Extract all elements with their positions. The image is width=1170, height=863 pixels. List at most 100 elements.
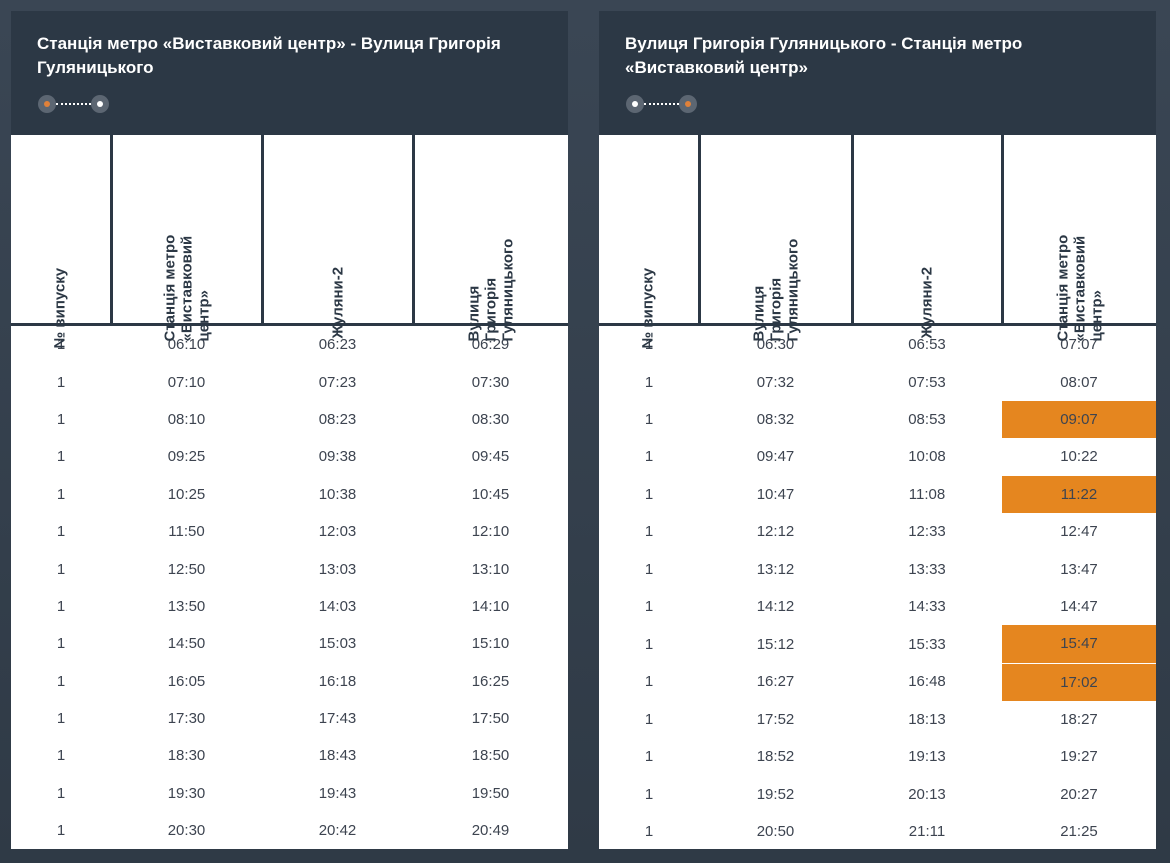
release-number-cell: 1 — [644, 336, 654, 354]
time-cell: 19:13 — [908, 748, 946, 766]
time-cell: 12:47 — [1060, 523, 1098, 541]
release-number-cell: 1 — [56, 597, 66, 615]
time-cell: 12:12 — [756, 523, 795, 541]
time-cell: 10:47 — [756, 485, 795, 503]
release-number-cell: 1 — [56, 485, 66, 503]
release-number-cell: 1 — [644, 673, 654, 691]
table-row: 1 15:12 15:33 15:47 — [599, 625, 1156, 664]
table-row: 1 18:52 19:13 19:27 — [599, 738, 1156, 775]
time-cell: 13:47 — [1060, 560, 1098, 578]
table-row: 1 17:52 18:13 18:27 — [599, 701, 1156, 738]
schedule-table: № випуску Станція метро «Виставковий цен… — [11, 135, 568, 849]
release-number-cell: 1 — [56, 560, 66, 578]
panel-header: Станція метро «Виставковий центр» - Вули… — [11, 11, 568, 135]
release-number-cell: 1 — [56, 784, 66, 802]
route-start-dot-icon — [626, 95, 644, 113]
time-cell: 15:10 — [471, 635, 510, 653]
time-cell: 11:08 — [908, 485, 946, 503]
time-cell: 18:50 — [471, 747, 510, 765]
schedule-panel-right: Вулиця Григорія Гуляницького - Станція м… — [599, 11, 1156, 849]
route-end-dot-icon — [91, 95, 109, 113]
table-row: 1 09:47 10:08 10:22 — [599, 438, 1156, 475]
time-cell: 15:47 — [1002, 625, 1156, 664]
time-cell: 20:49 — [471, 822, 510, 840]
release-number-cell: 1 — [56, 747, 66, 765]
column-header-stop: Станція метро «Виставковий центр» — [111, 135, 264, 342]
table-row: 1 11:50 12:03 12:10 — [11, 513, 568, 550]
time-cell: 19:30 — [167, 784, 206, 802]
release-number-cell: 1 — [56, 635, 66, 653]
time-cell: 07:23 — [318, 373, 357, 391]
route-direction-indicator — [626, 95, 701, 113]
release-number-cell: 1 — [56, 448, 66, 466]
time-cell: 14:03 — [318, 597, 357, 615]
time-cell: 14:10 — [471, 597, 510, 615]
time-cell: 15:33 — [908, 635, 946, 653]
time-cell: 17:43 — [318, 710, 357, 728]
time-cell: 09:47 — [756, 448, 795, 466]
release-number-cell: 1 — [644, 485, 654, 503]
time-cell: 20:13 — [908, 785, 946, 803]
time-cell: 09:25 — [167, 448, 206, 466]
time-cell: 13:12 — [756, 560, 795, 578]
table-row: 1 19:30 19:43 19:50 — [11, 775, 568, 812]
route-end-dot-icon — [679, 95, 697, 113]
release-number-cell: 1 — [644, 410, 654, 428]
time-cell: 06:53 — [908, 336, 946, 354]
route-title: Станція метро «Виставковий центр» - Вули… — [37, 34, 501, 77]
table-row: 1 20:50 21:11 21:25 — [599, 813, 1156, 850]
time-cell: 09:45 — [471, 448, 510, 466]
table-row: 1 19:52 20:13 20:27 — [599, 776, 1156, 813]
time-cell: 06:29 — [471, 336, 510, 354]
time-cell: 21:25 — [1060, 823, 1098, 841]
time-cell: 11:22 — [1002, 475, 1156, 513]
time-cell: 14:33 — [908, 597, 946, 615]
time-cell: 15:03 — [318, 635, 357, 653]
route-title: Вулиця Григорія Гуляницького - Станція м… — [625, 34, 1023, 77]
time-cell: 11:50 — [168, 523, 205, 541]
time-cell: 10:38 — [318, 485, 357, 503]
route-line — [56, 103, 91, 105]
table-row: 1 08:32 08:53 09:07 — [599, 400, 1156, 439]
release-number-cell: 1 — [644, 597, 654, 615]
time-cell: 18:30 — [167, 747, 206, 765]
time-cell: 06:10 — [167, 336, 206, 354]
time-cell: 10:45 — [471, 485, 510, 503]
table-row: 1 14:12 14:33 14:47 — [599, 588, 1156, 625]
time-cell: 19:27 — [1060, 748, 1098, 766]
table-row: 1 09:25 09:38 09:45 — [11, 438, 568, 475]
table-row: 1 07:32 07:53 08:07 — [599, 363, 1156, 400]
column-header-stop: Станція метро «Виставковий центр» — [1002, 135, 1156, 342]
column-header-release: № випуску — [11, 135, 113, 349]
time-cell: 20:30 — [167, 822, 206, 840]
table-row: 1 06:30 06:53 07:07 — [599, 325, 1156, 364]
release-number-cell: 1 — [644, 560, 654, 578]
time-cell: 07:07 — [1060, 336, 1098, 354]
time-cell: 18:52 — [756, 748, 795, 766]
schedule-panel-left: Станція метро «Виставковий центр» - Вули… — [11, 11, 568, 849]
time-cell: 17:52 — [756, 711, 795, 729]
release-number-cell: 1 — [644, 823, 654, 841]
release-number-cell: 1 — [56, 373, 66, 391]
table-row: 1 13:12 13:33 13:47 — [599, 550, 1156, 587]
time-cell: 18:43 — [318, 747, 357, 765]
time-cell: 14:50 — [167, 635, 206, 653]
column-header-stop: Вулиця Григорія Гуляницького — [413, 135, 568, 342]
schedule-table: № випуску Вулиця Григорія Гуляницького Ж… — [599, 135, 1156, 850]
time-cell: 17:30 — [167, 710, 206, 728]
column-header-stop: Жуляни-2 — [262, 135, 415, 339]
time-cell: 16:27 — [756, 673, 795, 691]
time-cell: 10:08 — [908, 448, 946, 466]
table-row: 1 18:30 18:43 18:50 — [11, 737, 568, 774]
release-number-cell: 1 — [644, 448, 654, 466]
release-number-cell: 1 — [56, 410, 66, 428]
release-number-cell: 1 — [56, 523, 66, 541]
time-cell: 12:50 — [167, 560, 206, 578]
table-row: 1 10:25 10:38 10:45 — [11, 476, 568, 513]
time-cell: 07:32 — [756, 373, 795, 391]
time-cell: 18:13 — [908, 711, 946, 729]
time-cell: 16:18 — [318, 672, 357, 690]
release-number-cell: 1 — [644, 748, 654, 766]
route-line — [644, 103, 679, 105]
time-cell: 10:25 — [167, 485, 206, 503]
